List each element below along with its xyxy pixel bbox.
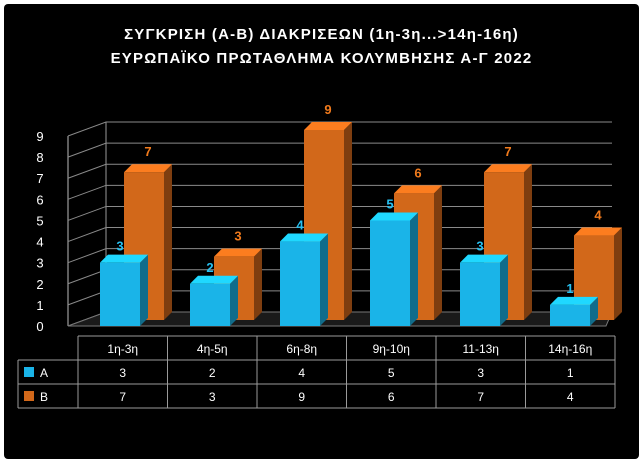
x-tick-label: 6η-8η <box>286 342 317 356</box>
data-label-b: 6 <box>414 165 421 180</box>
table-cell-a: 3 <box>477 366 484 380</box>
data-label-a: 2 <box>206 260 213 275</box>
bar-b-top <box>304 122 352 130</box>
gridline <box>67 205 612 221</box>
bar-a-top <box>100 254 148 263</box>
y-tick-label: 3 <box>36 256 43 271</box>
gridline <box>67 163 612 179</box>
y-tick-label: 9 <box>36 129 43 144</box>
y-tick-label: 5 <box>36 213 43 228</box>
bar-a-front <box>280 241 320 326</box>
y-tick-label: 1 <box>36 298 43 313</box>
table-cell-a: 4 <box>298 366 305 380</box>
table-cell-a: 1 <box>567 366 574 380</box>
x-tick-label: 4η-5η <box>197 342 228 356</box>
data-label-a: 5 <box>386 196 393 211</box>
table-cell-b: 4 <box>567 390 574 404</box>
bar-a-side <box>500 254 508 326</box>
bar-b-top <box>394 185 442 194</box>
data-label-a: 4 <box>296 218 304 233</box>
bar-a <box>100 254 148 326</box>
bar-b-side <box>164 164 172 320</box>
table-cell-b: 3 <box>209 390 216 404</box>
chart-subtitle: ΕΥΡΩΠΑΪΚΟ ΠΡΩΤΑΘΛΗΜΑ ΚΟΛΥΜΒΗΣΗΣ Α-Γ 2022 <box>110 50 533 67</box>
data-label-b: 7 <box>504 144 511 159</box>
legend-label-a: Α <box>40 366 48 380</box>
bar-b-top <box>574 227 622 236</box>
bar-a-side <box>410 212 418 326</box>
table-cell-b: 9 <box>298 390 305 404</box>
bar-b-side <box>434 185 442 320</box>
data-label-b: 3 <box>234 229 241 244</box>
bar-a-top <box>550 296 598 305</box>
y-tick-label: 6 <box>36 192 43 207</box>
bar-a-top <box>460 254 508 263</box>
gridline <box>67 227 612 243</box>
bar-b-side <box>614 227 622 320</box>
bar-a-side <box>140 254 148 326</box>
x-tick-label: 9η-10η <box>373 342 410 356</box>
bar-a <box>190 275 238 326</box>
y-tick-label: 7 <box>36 171 43 186</box>
legend-swatch-b <box>24 391 34 401</box>
bar-b-top <box>124 164 172 173</box>
bar-a <box>550 296 598 326</box>
bar-b-side <box>524 164 532 320</box>
bar-a-front <box>190 283 230 326</box>
bar-a-top <box>370 212 418 221</box>
x-tick-label: 1η-3η <box>107 342 138 356</box>
table-cell-a: 5 <box>388 366 395 380</box>
gridline <box>67 184 612 200</box>
legend-swatch-a <box>24 367 34 377</box>
bar-a-side <box>590 296 598 326</box>
x-tick-label: 11-13η <box>463 342 499 356</box>
gridline <box>67 121 612 137</box>
bar-b-side <box>254 248 262 320</box>
table-cell-a: 3 <box>119 366 126 380</box>
bar-a <box>460 254 508 326</box>
bar-a-top <box>190 275 238 284</box>
y-tick-label: 0 <box>36 319 43 334</box>
bar-a-front <box>100 262 140 326</box>
y-tick-label: 2 <box>36 277 43 292</box>
data-label-b: 7 <box>144 144 151 159</box>
table-cell-b: 6 <box>388 390 395 404</box>
table-cell-b: 7 <box>119 390 126 404</box>
legend-label-b: Β <box>40 390 48 404</box>
bar-a-side <box>230 275 238 326</box>
bar-a <box>370 212 418 326</box>
bar-a <box>280 233 328 326</box>
bar-a-side <box>320 233 328 326</box>
bar-b-top <box>214 248 262 257</box>
x-tick-label: 14η-16η <box>548 342 592 356</box>
bar-a-front <box>460 262 500 326</box>
data-label-b: 4 <box>594 208 602 223</box>
y-tick-label: 4 <box>36 235 43 250</box>
data-label-a: 1 <box>566 281 573 296</box>
table-cell-b: 7 <box>477 390 484 404</box>
data-label-b: 9 <box>324 102 331 117</box>
bar-b-side <box>344 122 352 320</box>
chart-title: ΣΥΓΚΡΙΣΗ (Α-Β) ΔΙΑΚΡΙΣΕΩΝ (1η-3η...>14η-… <box>124 26 519 43</box>
data-label-a: 3 <box>116 239 123 254</box>
data-label-a: 3 <box>476 239 483 254</box>
table-cell-a: 2 <box>209 366 216 380</box>
gridline <box>67 248 612 264</box>
y-tick-label: 8 <box>36 150 43 165</box>
bar-a-front <box>550 304 590 326</box>
gridline <box>67 142 612 158</box>
bar-a-top <box>280 233 328 242</box>
bar-a-front <box>370 220 410 326</box>
bar-b-top <box>484 164 532 173</box>
